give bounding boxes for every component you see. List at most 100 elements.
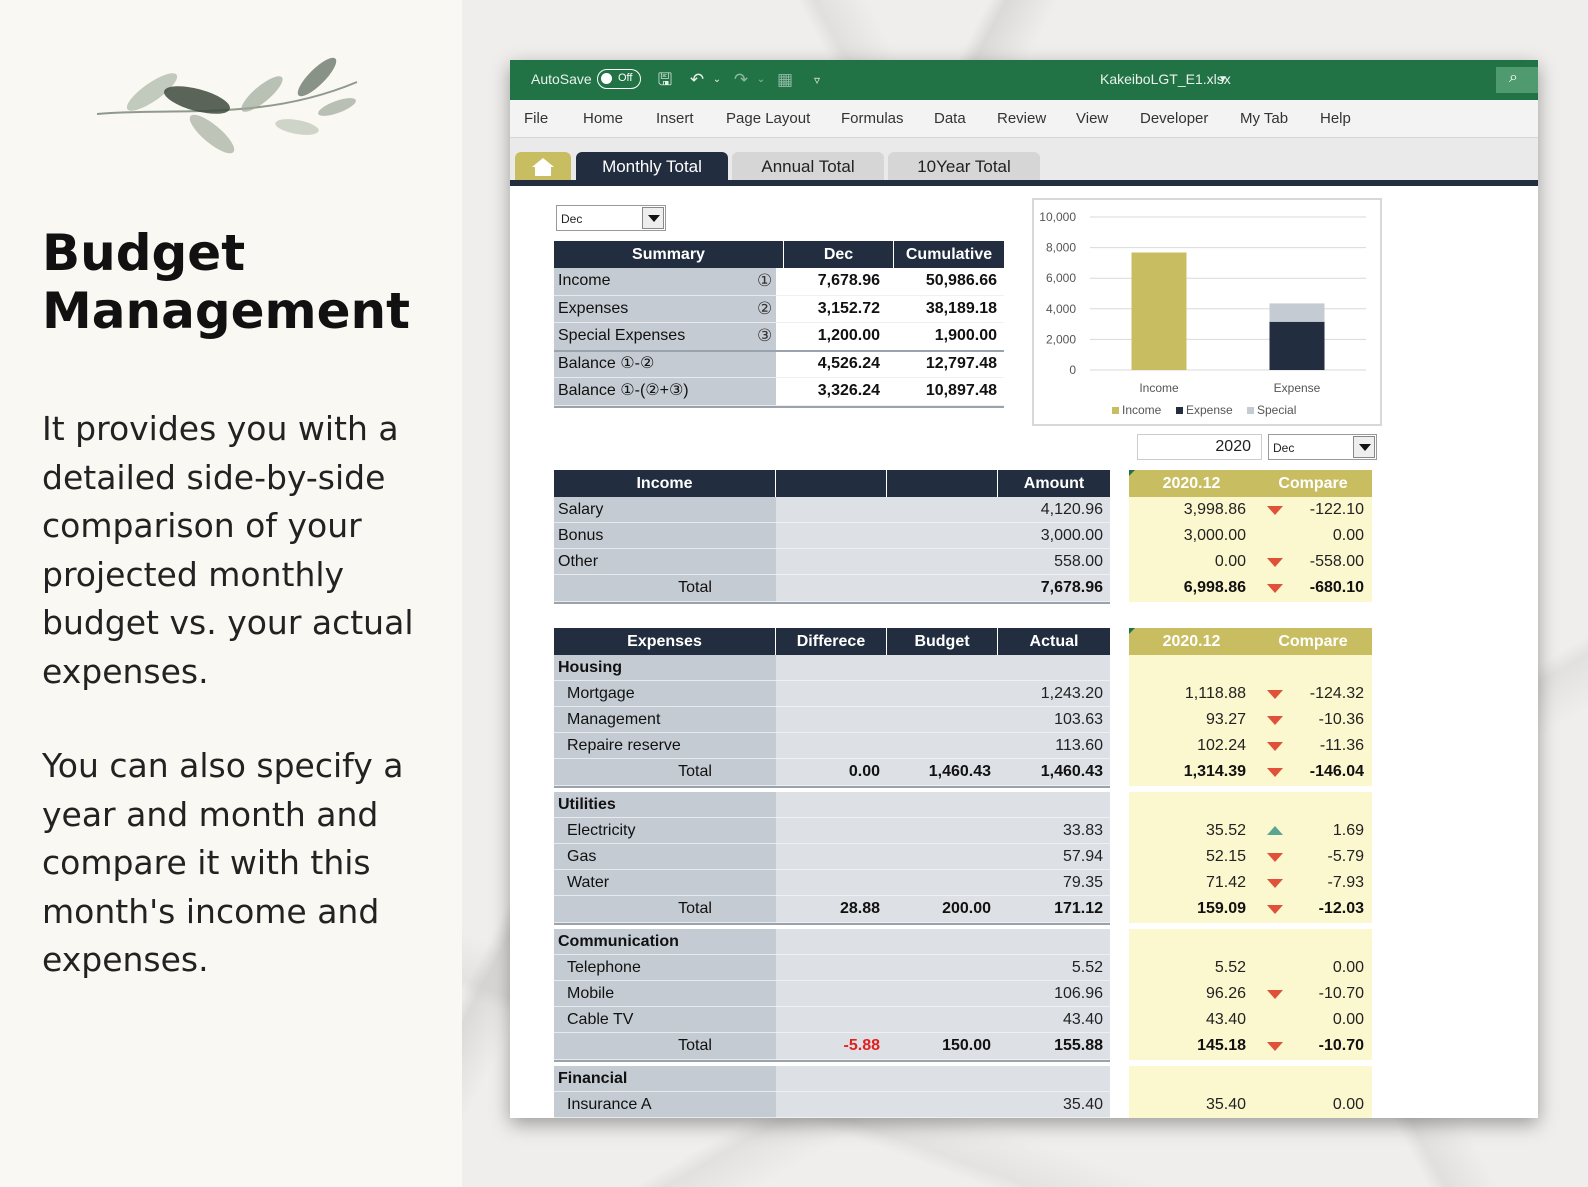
cell-comment-marker [1129,470,1135,476]
summary-row-marker: ② [757,298,773,318]
expense-category-blank [776,655,1110,681]
expense-row-actual: 35.40 [998,1092,1110,1118]
summary-row-dec: 3,152.72 [776,295,887,323]
summary-row-cumulative: 10,897.48 [887,378,1004,406]
summary-row-marker: ③ [757,326,773,345]
customize-toolbar-icon[interactable]: ▿ [813,73,821,87]
expense-total-difference: 0.00 [776,759,887,786]
menu-insert[interactable]: Insert [656,110,694,127]
expense-row-label: Telephone [554,955,776,981]
trend-down-icon [1267,742,1283,751]
menu-file[interactable]: File [524,110,549,127]
chart-y-tick-label: 8,000 [1046,241,1076,255]
expense-total-difference: -5.88 [776,1033,887,1060]
expense-category-compare-blank [1129,792,1372,818]
expenses-difference-header: Differece [776,628,887,655]
search-icon: ⌕ [1509,69,1518,86]
menu-help[interactable]: Help [1320,110,1351,127]
summary-dec-header: Dec [784,241,894,268]
income-blank-header-2 [887,470,998,497]
chart-y-tick-label: 4,000 [1046,302,1076,316]
compare-year-input[interactable]: 2020 [1137,434,1262,460]
tab-10year-total[interactable]: 10Year Total [888,152,1040,181]
tab-home[interactable] [515,152,571,181]
calendar-icon[interactable]: ▦ [776,70,794,89]
trend-down-icon [1267,716,1283,725]
expense-row-actual: 5.52 [998,955,1110,981]
expenses-compare-period-header: 2020.12 [1129,628,1254,655]
income-compare-header: Compare [1254,470,1372,497]
redo-icon[interactable]: ↷ [733,70,749,89]
ribbon-menu: File Home Insert Page Layout Formulas Da… [510,100,1538,138]
expense-row-budget [887,955,998,981]
expense-row-compare-diff: 0.00 [1254,1007,1372,1033]
summary-row-marker: ① [757,271,773,290]
trend-down-icon [1267,879,1283,888]
menu-view[interactable]: View [1076,110,1109,127]
summary-row-label: Income [554,268,776,296]
expense-row-actual: 103.63 [998,707,1110,733]
file-name[interactable]: KakeiboLGT_E1.xlsx [1100,71,1231,87]
save-icon[interactable]: 🖫 [657,70,673,89]
menu-review[interactable]: Review [997,110,1047,127]
expense-row-budget [887,981,998,1007]
expense-total-actual: 171.12 [998,896,1110,923]
expense-group-divider [554,1060,1110,1062]
promo-title-line1: Budget [42,224,246,282]
filename-dropdown-icon[interactable]: ▼ [1218,74,1228,85]
menu-my-tab[interactable]: My Tab [1240,110,1289,127]
expense-row-budget [887,870,998,896]
undo-dropdown-icon[interactable]: ⌄ [712,74,722,85]
menu-data[interactable]: Data [934,110,966,127]
expense-row-difference [776,733,887,759]
promo-title-line2: Management [42,282,411,340]
income-row-compare-diff: 0.00 [1254,523,1372,549]
chevron-down-icon[interactable] [642,207,664,229]
expense-row-compare-value: 35.52 [1129,818,1254,844]
menu-developer[interactable]: Developer [1140,110,1209,127]
search-button[interactable]: ⌕ [1496,67,1538,93]
expense-category-label: Housing [554,655,776,681]
menu-home[interactable]: Home [583,110,624,127]
chart-y-tick-label: 6,000 [1046,271,1076,285]
compare-month-select[interactable]: Dec [1268,434,1377,460]
expense-category-blank [776,792,1110,818]
income-row-amount: 558.00 [998,549,1110,575]
chart-legend-label: Special [1257,403,1296,417]
income-row-compare-value: 0.00 [1129,549,1254,575]
expense-row-label: Water [554,870,776,896]
trend-down-icon [1267,558,1283,567]
expense-row-compare-value: 1,118.88 [1129,681,1254,707]
expenses-compare-header: Compare [1254,628,1372,655]
trend-down-icon [1267,584,1283,593]
menu-page-layout[interactable]: Page Layout [726,110,811,127]
chevron-down-icon[interactable] [1353,436,1375,458]
tab-annual-total[interactable]: Annual Total [732,152,884,181]
expense-category-compare-blank [1129,929,1372,955]
expense-total-budget: 1,460.43 [887,759,998,786]
income-row-compare-value: 3,000.00 [1129,523,1254,549]
promo-paragraph-2: You can also specify a year and month an… [42,746,404,979]
expense-row-label: Mobile [554,981,776,1007]
tab-monthly-total[interactable]: Monthly Total [576,152,728,181]
expense-row-compare-value: 5.52 [1129,955,1254,981]
autosave-toggle[interactable]: Off [597,69,641,89]
chart-bar-income [1131,252,1187,370]
summary-cumulative-header: Cumulative [894,241,1004,268]
chart-x-tick-label: Income [1139,381,1179,395]
income-total-label: Total [554,575,776,602]
redo-dropdown-icon[interactable]: ⌄ [756,74,766,85]
expense-row-difference [776,1092,887,1118]
menu-formulas[interactable]: Formulas [841,110,904,127]
undo-icon[interactable]: ↶ [689,70,705,89]
expense-row-budget [887,733,998,759]
expenses-budget-header: Budget [887,628,998,655]
summary-row-label: Special Expenses [554,323,776,351]
chart-legend-label: Expense [1186,403,1233,417]
chart-bar-special [1269,303,1325,322]
cell-comment-marker [1129,628,1135,634]
expense-row-compare-value: 52.15 [1129,844,1254,870]
month-select[interactable]: Dec [556,205,666,231]
expense-row-label: Management [554,707,776,733]
expense-row-compare-value: 96.26 [1129,981,1254,1007]
